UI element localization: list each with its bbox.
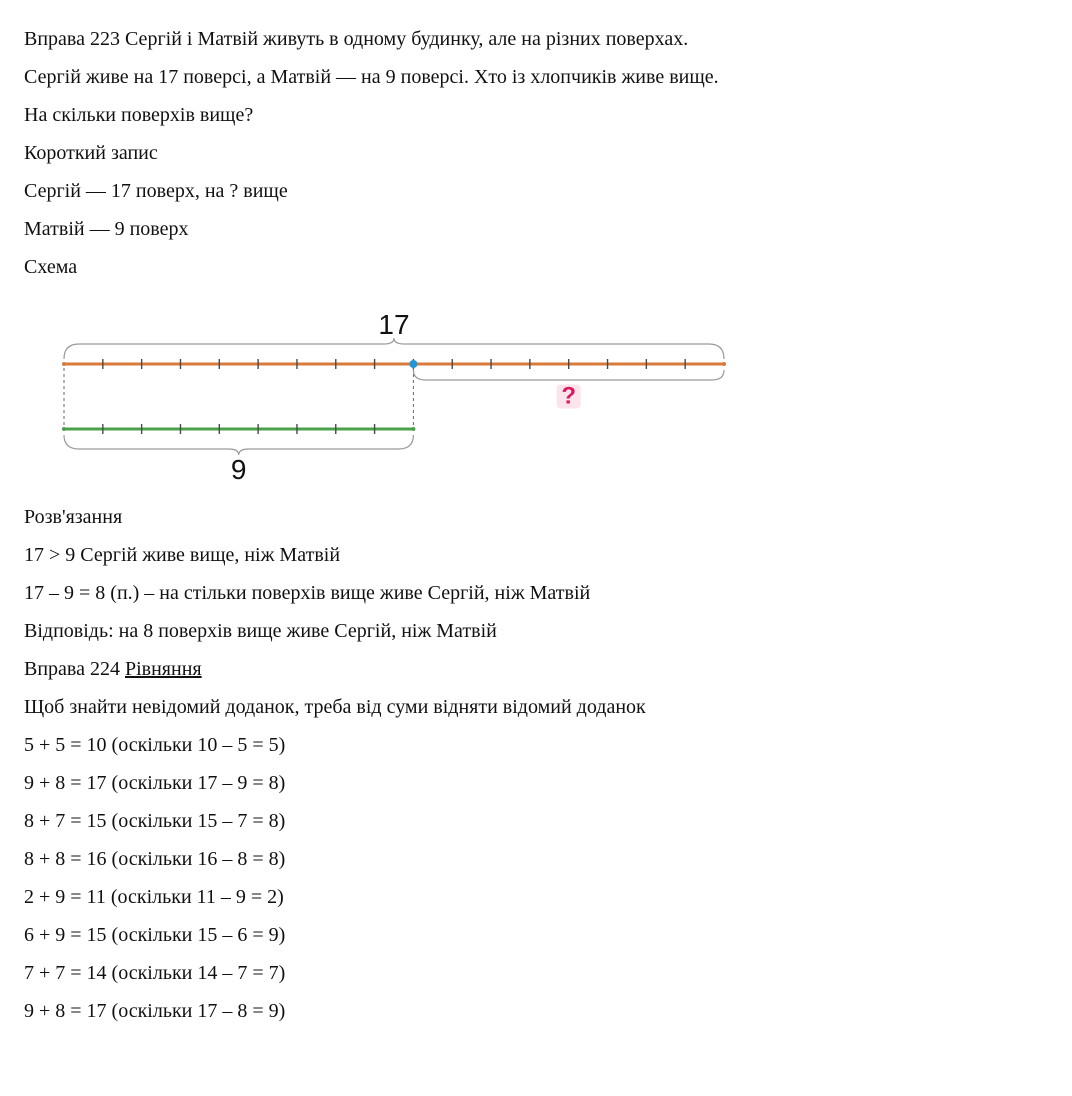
equation-line: 7 + 7 = 14 (оскільки 14 – 7 = 7) — [24, 954, 1048, 992]
paragraph: На скільки поверхів вище? — [24, 96, 1048, 134]
solution-step: 17 – 9 = 8 (п.) – на стільки поверхів ви… — [24, 574, 1048, 612]
equation-line: 8 + 7 = 15 (оскільки 15 – 7 = 8) — [24, 802, 1048, 840]
heading-scheme: Схема — [24, 248, 1048, 286]
exercise-label: Вправа 224 — [24, 658, 125, 680]
paragraph: Матвій — 9 поверх — [24, 210, 1048, 248]
equation-line: 5 + 5 = 10 (оскільки 10 – 5 = 5) — [24, 726, 1048, 764]
svg-text:?: ? — [561, 383, 576, 410]
equation-line: 6 + 9 = 15 (оскільки 15 – 6 = 9) — [24, 916, 1048, 954]
paragraph: Вправа 223 Сергій і Матвій живуть в одно… — [24, 20, 1048, 58]
exercise-heading: Вправа 224 Рівняння — [24, 650, 1048, 688]
equation-line: 8 + 8 = 16 (оскільки 16 – 8 = 8) — [24, 840, 1048, 878]
equation-line: 9 + 8 = 17 (оскільки 17 – 8 = 9) — [24, 992, 1048, 1030]
heading-short-record: Короткий запис — [24, 134, 1048, 172]
rule-text: Щоб знайти невідомий доданок, треба від … — [24, 688, 1048, 726]
equations-link[interactable]: Рівняння — [125, 658, 202, 680]
svg-text:9: 9 — [231, 454, 247, 484]
number-line-diagram: 17? 9 — [24, 294, 764, 484]
equation-line: 2 + 9 = 11 (оскільки 11 – 9 = 2) — [24, 878, 1048, 916]
svg-text:17: 17 — [378, 309, 409, 340]
solution-step: 17 > 9 Сергій живе вище, ніж Матвій — [24, 536, 1048, 574]
equation-line: 9 + 8 = 17 (оскільки 17 – 9 = 8) — [24, 764, 1048, 802]
heading-solution: Розв'язання — [24, 498, 1048, 536]
answer-line: Відповідь: на 8 поверхів вище живе Сергі… — [24, 612, 1048, 650]
paragraph: Сергій — 17 поверх, на ? вище — [24, 172, 1048, 210]
paragraph: Сергій живе на 17 поверсі, а Матвій — на… — [24, 58, 1048, 96]
